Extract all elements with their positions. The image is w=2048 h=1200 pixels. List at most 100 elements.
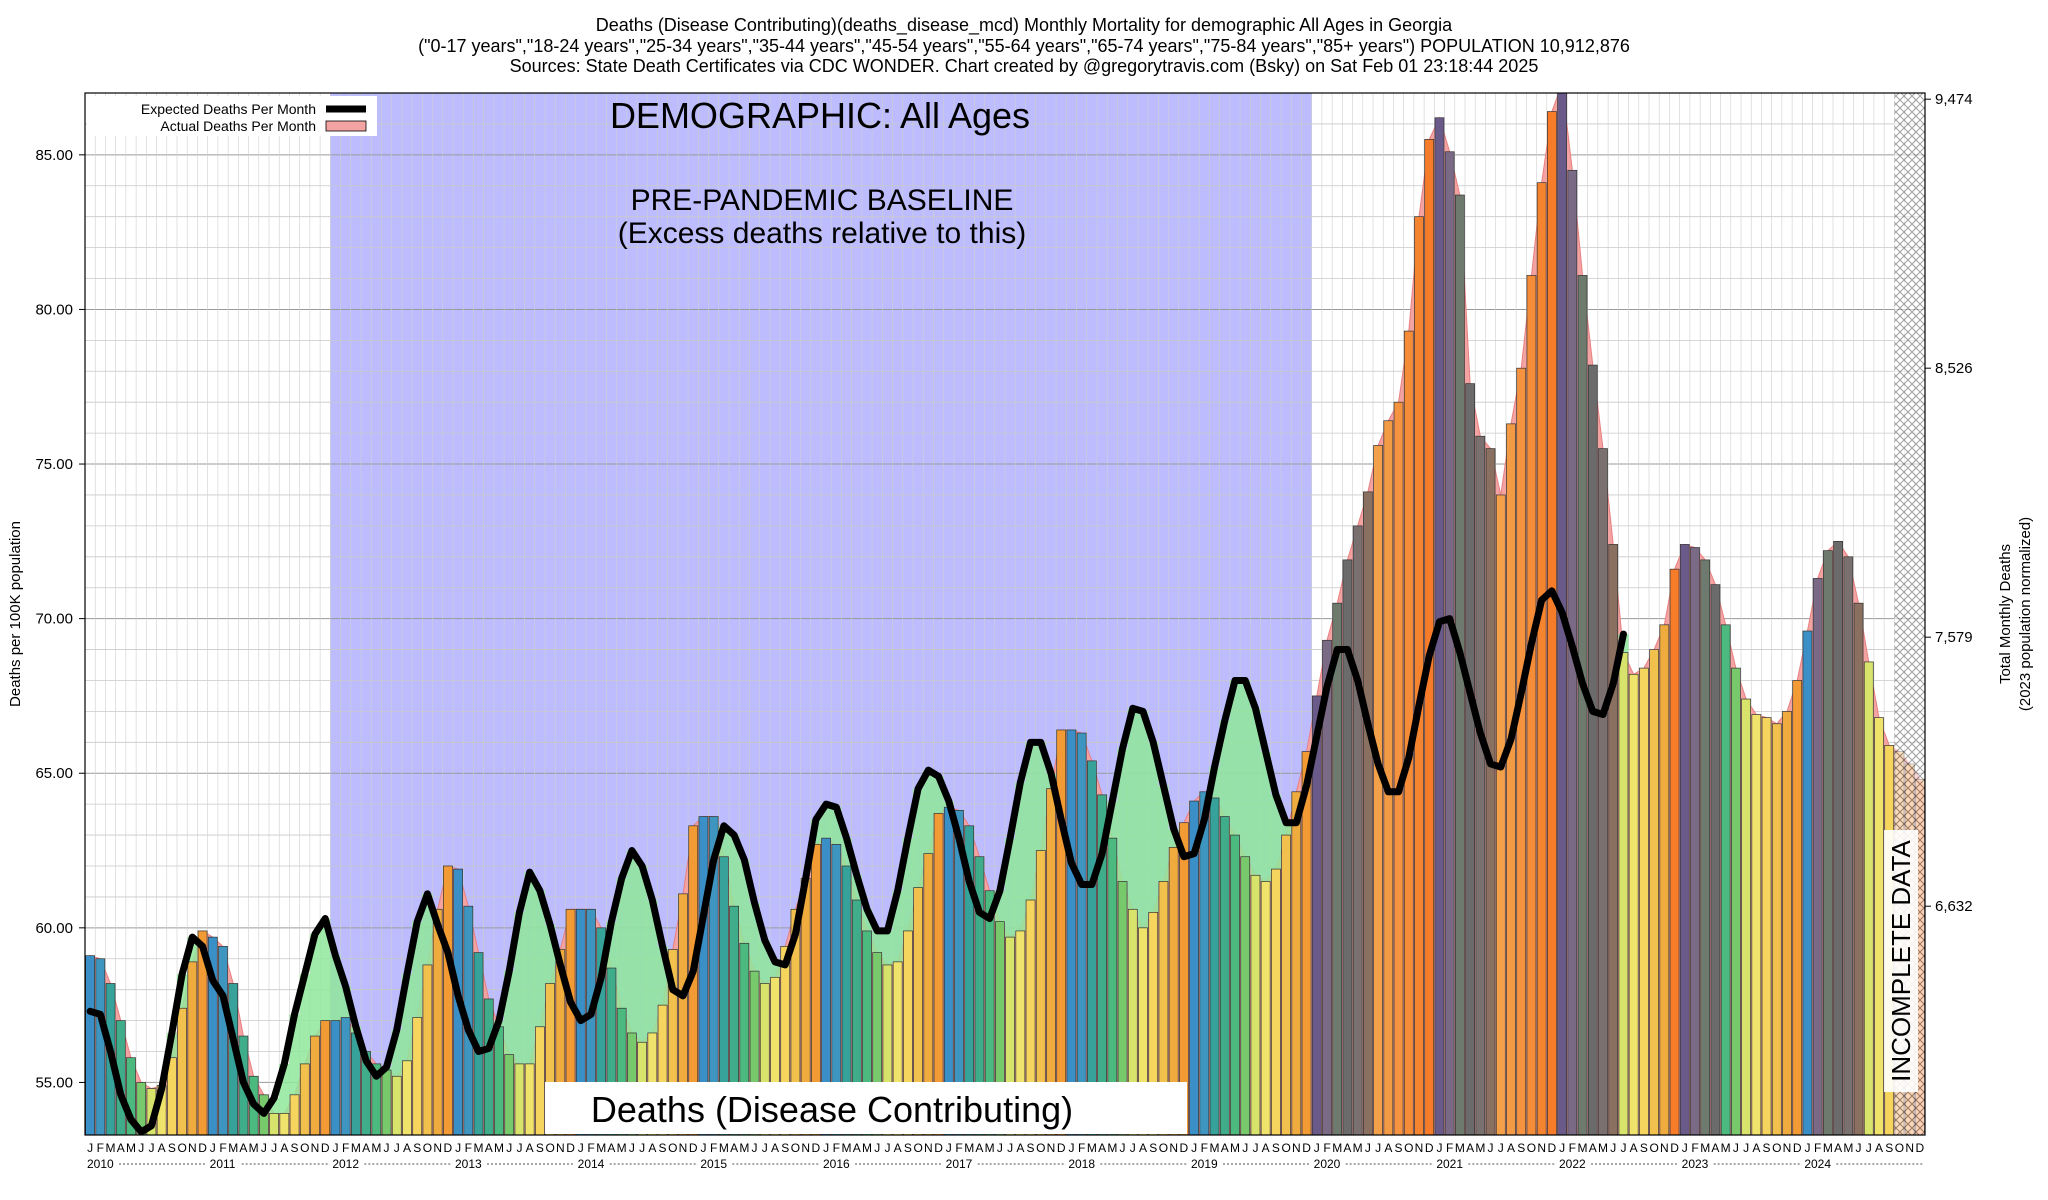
month-tick-label: J: [700, 1141, 706, 1155]
month-tick-label: D: [198, 1141, 207, 1155]
month-tick-label: F: [587, 1141, 594, 1155]
bar-9: [177, 1007, 187, 1135]
y2-axis-title-line-2: (2023 population normalized): [2017, 517, 2034, 711]
bar-142: [1536, 182, 1547, 1135]
bar-109: [1199, 791, 1210, 1135]
month-tick-label: J: [271, 1141, 277, 1155]
month-tick-label: A: [1016, 1141, 1024, 1155]
month-tick-label: S: [1149, 1141, 1157, 1155]
bar-21: [299, 1063, 310, 1135]
bar-31: [402, 1060, 412, 1135]
month-tick-label: J: [1856, 1141, 1862, 1155]
month-tick-label: F: [1201, 1141, 1208, 1155]
bar-124: [1352, 525, 1363, 1135]
y-tick-label: 65.00: [35, 765, 73, 782]
month-tick-label: D: [1180, 1141, 1189, 1155]
year-tick-label: 2012: [332, 1157, 359, 1171]
month-tick-label: N: [1660, 1141, 1669, 1155]
month-tick-label: J: [1365, 1141, 1371, 1155]
month-tick-label: M: [964, 1141, 974, 1155]
year-tick-label: 2024: [1804, 1157, 1831, 1171]
bar-51: [606, 967, 617, 1135]
month-tick-label: O: [1527, 1141, 1536, 1155]
bar-32: [412, 1017, 423, 1135]
bar-175: [1874, 717, 1884, 1135]
y2-axis-title-line-1: Total Monthly Deaths: [1997, 544, 2014, 684]
bar-83: [933, 813, 944, 1135]
bar-68: [780, 946, 791, 1135]
bar-121: [1322, 639, 1332, 1135]
month-tick-label: N: [1905, 1141, 1914, 1155]
month-tick-label: A: [1466, 1141, 1474, 1155]
month-tick-label: J: [1436, 1141, 1442, 1155]
month-tick-label: A: [1507, 1141, 1515, 1155]
month-tick-label: F: [710, 1141, 717, 1155]
bar-136: [1475, 435, 1486, 1135]
month-tick-label: S: [413, 1141, 421, 1155]
bar-60: [698, 816, 709, 1135]
bar-162: [1741, 698, 1751, 1135]
bar-153: [1649, 649, 1659, 1135]
legend-label-actual: Actual Deaths Per Month: [160, 118, 316, 134]
month-tick-label: J: [578, 1141, 584, 1155]
month-tick-label: O: [668, 1141, 677, 1155]
month-tick-label: M: [596, 1141, 606, 1155]
bar-150: [1618, 652, 1629, 1135]
month-tick-label: O: [1772, 1141, 1781, 1155]
month-tick-label: N: [801, 1141, 810, 1155]
month-tick-label: M: [474, 1141, 484, 1155]
month-tick-label: M: [351, 1141, 361, 1155]
bar-113: [1240, 856, 1251, 1135]
month-tick-label: J: [823, 1141, 829, 1155]
bar-78: [882, 964, 893, 1135]
month-tick-label: N: [311, 1141, 320, 1155]
month-tick-label: M: [494, 1141, 504, 1155]
bar-25: [340, 1017, 351, 1135]
month-tick-label: O: [1404, 1141, 1413, 1155]
month-tick-label: M: [249, 1141, 259, 1155]
month-tick-label: J: [1375, 1141, 1381, 1155]
month-tick-label: J: [138, 1141, 144, 1155]
month-tick-label: A: [1139, 1141, 1147, 1155]
month-tick-label: F: [342, 1141, 349, 1155]
bar-120: [1311, 695, 1322, 1135]
month-tick-label: J: [884, 1141, 890, 1155]
bar-103: [1138, 927, 1148, 1135]
y-tick-label: 80.00: [35, 301, 73, 318]
month-tick-label: D: [1548, 1141, 1557, 1155]
year-tick-label: 2016: [823, 1157, 850, 1171]
month-tick-label: O: [545, 1141, 554, 1155]
bar-33: [422, 964, 433, 1135]
bar-85: [954, 809, 964, 1135]
bar-106: [1168, 847, 1179, 1135]
year-tick-label: 2011: [210, 1157, 236, 1171]
bar-173: [1853, 602, 1864, 1135]
bar-87: [974, 856, 985, 1135]
month-tick-label: D: [689, 1141, 698, 1155]
month-tick-label: A: [403, 1141, 411, 1155]
month-tick-label: A: [1875, 1141, 1883, 1155]
bar-172: [1843, 556, 1854, 1135]
bar-114: [1250, 874, 1261, 1135]
year-tick-label: 2019: [1191, 1157, 1218, 1171]
month-tick-label: A: [485, 1141, 493, 1155]
month-tick-label: M: [1087, 1141, 1097, 1155]
bar-79: [892, 961, 903, 1135]
y-tick-label: 75.00: [35, 456, 73, 473]
month-tick-label: J: [752, 1141, 758, 1155]
month-tick-label: A: [117, 1141, 125, 1155]
month-tick-label: M: [1230, 1141, 1240, 1155]
month-tick-label: J: [639, 1141, 645, 1155]
bar-39: [483, 998, 494, 1135]
month-tick-label: J: [1804, 1141, 1810, 1155]
month-tick-label: J: [1130, 1141, 1136, 1155]
month-tick-label: S: [536, 1141, 544, 1155]
bar-167: [1792, 680, 1803, 1135]
chart-header-line-3: Sources: State Death Certificates via CD…: [509, 56, 1539, 76]
month-tick-label: A: [1384, 1141, 1392, 1155]
month-tick-label: A: [526, 1141, 534, 1155]
month-tick-label: M: [1455, 1141, 1465, 1155]
month-tick-label: J: [997, 1141, 1003, 1155]
month-tick-label: A: [894, 1141, 902, 1155]
